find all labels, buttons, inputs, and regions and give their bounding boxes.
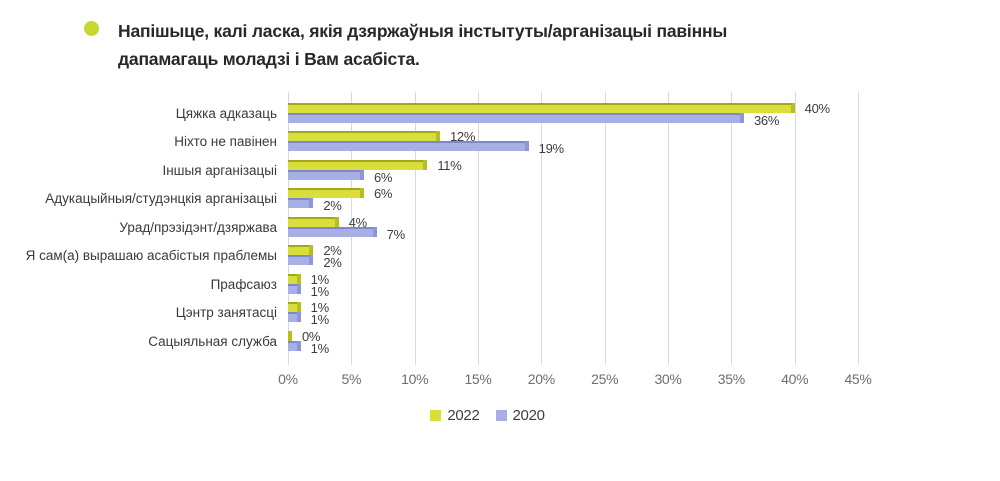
page-title: Напішыце, калі ласка, якія дзяржаўныя ін… — [118, 21, 728, 69]
bar-2020 — [288, 141, 529, 152]
gridline — [414, 92, 416, 365]
value-label-2022: 1% — [310, 271, 330, 287]
x-tick: 30% — [654, 370, 682, 387]
bar-2022 — [288, 188, 364, 199]
value-label-2020: 6% — [373, 169, 393, 185]
legend-item-2022: 2022 — [430, 406, 480, 424]
value-label-2020: 1% — [310, 312, 330, 328]
category-label: Цяжка адказаць — [175, 105, 277, 121]
bar-2020 — [288, 198, 314, 209]
bar-chart: Цяжка адказаць 40% 36% Ніхто не павінен 12% 1… — [0, 92, 1000, 424]
value-label-2022: 1% — [310, 300, 330, 316]
x-tick: 20% — [527, 370, 555, 387]
bar-group: 4% 7% — [288, 214, 858, 242]
bar-2020 — [288, 340, 301, 351]
value-label-2020: 19% — [538, 141, 564, 157]
bar-2020 — [288, 255, 314, 266]
chart-row: Цэнтр занятасці 1% 1% — [0, 299, 1000, 327]
bar-2020 — [288, 112, 744, 123]
chart-row: Сацыяльная служба 0% 1% — [0, 327, 1000, 356]
bullet-icon — [84, 21, 99, 36]
chart-row: Цяжка адказаць 40% 36% — [0, 99, 1000, 128]
legend-swatch-2022 — [430, 409, 442, 421]
value-label-2022: 4% — [348, 214, 368, 230]
legend-label-2020: 2020 — [512, 406, 545, 424]
gridline — [541, 92, 543, 365]
value-label-2020: 1% — [310, 283, 330, 299]
x-tick: 5% — [341, 370, 362, 387]
category-label: Адукацыйныя/студэнцкія арганізацыі — [45, 191, 277, 207]
bar-2022 — [288, 273, 301, 284]
bar-group: 2% 2% — [288, 243, 858, 270]
bar-2022 — [288, 131, 440, 142]
bar-group: 12% 19% — [288, 129, 858, 156]
category-label: Цэнтр занятасці — [175, 305, 277, 321]
gridline — [794, 92, 796, 365]
x-tick: 40% — [781, 370, 809, 387]
value-label-2020: 7% — [386, 226, 406, 242]
category-label: Прафсаюз — [210, 276, 277, 292]
x-tick: 45% — [844, 370, 872, 387]
x-tick: 25% — [591, 370, 619, 387]
value-label-2020: 2% — [323, 198, 342, 214]
bar-group: 0% 1% — [288, 328, 858, 356]
category-label: Іншыя арганізацыі — [162, 162, 277, 178]
bar-2022 — [288, 216, 339, 227]
x-axis: 0% 5% 10% 15% 20% 25% 30% 35% 40% 45% — [278, 370, 872, 389]
bar-group: 6% 2% — [288, 186, 858, 213]
legend-swatch-2020 — [495, 409, 507, 421]
bar-2020 — [288, 226, 377, 237]
chart-row: Адукацыйныя/студэнцкія арганізацыі 6% 2% — [0, 185, 1000, 213]
bar-group: 11% 6% — [288, 157, 858, 185]
chart-row: Ніхто не павінен 12% 19% — [0, 128, 1000, 156]
bar-2022 — [288, 330, 292, 341]
gridline — [858, 92, 859, 365]
chart-row: Урад/прэзідэнт/дзяржава 4% 7% — [0, 213, 1000, 242]
gridline — [604, 92, 606, 365]
value-label-2022: 6% — [373, 186, 393, 202]
bar-2022 — [288, 159, 428, 170]
value-label-2022: 2% — [323, 243, 342, 259]
category-label: Сацыяльная служба — [148, 333, 277, 349]
value-label-2022: 12% — [449, 129, 476, 145]
bar-2022 — [288, 245, 314, 256]
gridline — [731, 92, 733, 365]
legend-label-2022: 2022 — [447, 406, 480, 424]
chart-row: Прафсаюз 1% 1% — [0, 270, 1000, 299]
bar-2022 — [288, 102, 795, 113]
chart-body: Цяжка адказаць 40% 36% Ніхто не павінен 12% 1… — [0, 92, 1000, 365]
bar-2022 — [288, 302, 301, 313]
x-tick: 0% — [278, 370, 298, 387]
value-label-2022: 11% — [437, 157, 462, 173]
value-label-2022: 40% — [804, 100, 830, 116]
bar-2020 — [288, 283, 301, 294]
value-label-2022: 0% — [302, 328, 321, 344]
bar-group: 1% 1% — [288, 271, 858, 299]
bar-2020 — [288, 169, 364, 180]
category-label: Урад/прэзідэнт/дзяржава — [119, 219, 277, 235]
chart-rows: Цяжка адказаць 40% 36% Ніхто не павінен 12% 1… — [0, 99, 1000, 356]
x-tick: 15% — [464, 370, 492, 387]
value-label-2020: 2% — [323, 255, 342, 271]
x-tick: 10% — [401, 370, 429, 387]
x-tick: 35% — [717, 370, 745, 387]
legend: 2022 2020 — [0, 407, 975, 424]
bar-2020 — [288, 312, 301, 323]
bar-group: 1% 1% — [288, 300, 858, 327]
value-label-2020: 1% — [310, 340, 330, 356]
gridline — [668, 92, 669, 365]
chart-row: Іншыя арганізацыі 11% 6% — [0, 156, 1000, 185]
legend-item-2020: 2020 — [495, 406, 545, 424]
header: Напішыце, калі ласка, якія дзяржаўныя ін… — [0, 0, 1000, 73]
value-label-2020: 36% — [754, 112, 780, 128]
chart-row: Я сам(а) вырашаю асабістыя праблемы 2% 2% — [0, 242, 1000, 270]
category-label: Ніхто не павінен — [174, 134, 277, 150]
category-label: Я сам(а) вырашаю асабістыя праблемы — [25, 248, 277, 264]
gridline — [478, 92, 479, 365]
bar-group: 40% 36% — [288, 100, 858, 128]
